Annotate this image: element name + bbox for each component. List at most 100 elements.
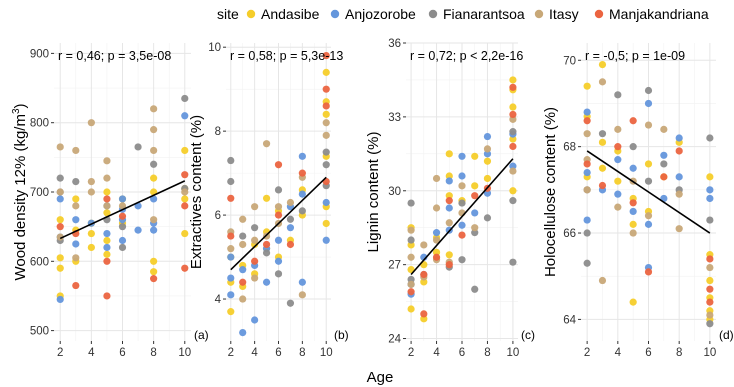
- data-point: [56, 223, 64, 231]
- data-point: [458, 172, 466, 180]
- legend-key-anjozorobe: [330, 9, 340, 19]
- data-point: [87, 178, 95, 186]
- data-point: [87, 243, 95, 252]
- data-point: [675, 134, 683, 142]
- data-point: [56, 264, 64, 272]
- y-axis-label: Holocellulose content (%): [542, 107, 559, 277]
- data-point: [56, 188, 64, 196]
- data-point: [72, 281, 80, 290]
- data-point: [675, 190, 683, 198]
- x-tick-label: 10: [178, 347, 191, 359]
- panel-b: 2 4 6 8 10 4 6 8 10 r = 0,58; p = 5,3e-13 (b) Extra…: [188, 42, 349, 359]
- data-point: [103, 157, 111, 165]
- data-point: [150, 226, 158, 234]
- data-point: [72, 254, 80, 262]
- data-point: [420, 270, 428, 279]
- data-point: [251, 203, 259, 211]
- data-point: [118, 236, 127, 245]
- x-tick-label: 2: [408, 347, 414, 359]
- data-point: [445, 251, 453, 259]
- data-point: [629, 164, 637, 172]
- data-point: [458, 199, 466, 207]
- data-point: [483, 150, 492, 158]
- data-point: [150, 146, 158, 155]
- data-point: [150, 195, 158, 203]
- data-point: [445, 177, 453, 185]
- data-point: [274, 236, 283, 244]
- data-point: [181, 146, 189, 155]
- data-point: [227, 232, 235, 240]
- data-point: [239, 278, 247, 286]
- data-point: [706, 285, 714, 293]
- data-point: [56, 254, 64, 262]
- legend-key-manjakandriana: [594, 9, 604, 19]
- data-point: [583, 130, 591, 138]
- x-tick-label: 10: [320, 347, 333, 359]
- data-point: [598, 164, 607, 172]
- y-tick-label: 600: [30, 256, 49, 268]
- x-tick-label: 8: [484, 347, 490, 359]
- stats-annotation: r = 0,72; p < 2,2e-16: [410, 49, 523, 63]
- panel-a: 2 4 6 8 10 500 600 700 800 900 r = 0,46; p = 3,5e-…: [11, 43, 209, 359]
- data-point: [262, 249, 271, 257]
- data-point: [103, 209, 111, 217]
- legend-label: Manjakandriana: [609, 6, 709, 22]
- data-point: [407, 305, 415, 313]
- y-tick-label: 27: [388, 260, 401, 272]
- data-point: [56, 143, 64, 151]
- data-point: [432, 253, 441, 261]
- data-point: [706, 320, 714, 328]
- data-point: [103, 188, 111, 196]
- data-point: [103, 174, 111, 182]
- data-point: [644, 121, 653, 129]
- data-point: [706, 311, 714, 319]
- y-axis-label: Lignin content (%): [365, 132, 382, 253]
- x-tick-label: 6: [119, 347, 125, 359]
- data-point: [432, 204, 441, 212]
- data-point: [458, 182, 466, 190]
- legend-label: Anjozorobe: [345, 6, 416, 22]
- data-point: [72, 195, 80, 203]
- data-point: [56, 233, 64, 241]
- data-point: [483, 132, 492, 141]
- y-tick-label: 500: [30, 326, 49, 338]
- data-point: [322, 110, 330, 118]
- data-point: [227, 177, 235, 186]
- data-point: [72, 178, 80, 186]
- data-point: [432, 229, 441, 237]
- x-axis-label: Age: [367, 369, 394, 386]
- data-point: [483, 145, 492, 153]
- data-point: [56, 216, 64, 224]
- data-point: [150, 126, 158, 134]
- data-point: [471, 209, 479, 217]
- data-point: [629, 220, 637, 228]
- data-point: [598, 78, 607, 86]
- data-point: [644, 220, 653, 228]
- data-point: [483, 157, 492, 165]
- trend-line: [59, 180, 186, 240]
- data-point: [262, 278, 271, 286]
- panel-tag: (d): [719, 328, 734, 342]
- y-tick-label: 36: [388, 38, 401, 50]
- data-point: [322, 148, 330, 156]
- data-point: [118, 195, 127, 203]
- data-point: [286, 224, 295, 232]
- legend-label: Andasibe: [261, 6, 320, 22]
- data-point: [706, 298, 714, 306]
- x-tick-label: 6: [459, 347, 465, 359]
- data-point: [103, 292, 111, 300]
- data-point: [274, 161, 283, 169]
- data-point: [509, 142, 517, 151]
- x-tick-label: 8: [299, 347, 305, 359]
- data-point: [227, 253, 235, 261]
- data-point: [150, 160, 158, 168]
- data-point: [239, 329, 247, 337]
- data-point: [706, 216, 714, 224]
- data-point: [239, 266, 247, 274]
- stats-annotation: r = 0,46; p = 3,5e-08: [58, 49, 171, 63]
- x-tick-label: 6: [645, 347, 651, 359]
- data-point: [445, 192, 453, 200]
- data-point: [614, 177, 622, 185]
- data-point: [322, 85, 330, 93]
